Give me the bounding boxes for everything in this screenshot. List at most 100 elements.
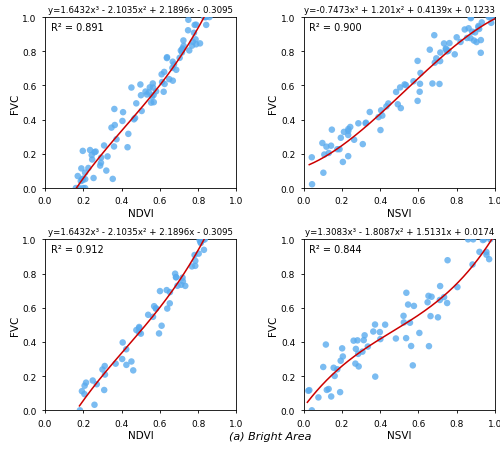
Point bbox=[110, 106, 118, 113]
Point bbox=[112, 360, 120, 368]
Point bbox=[135, 329, 143, 336]
Point bbox=[394, 101, 402, 109]
Point bbox=[92, 149, 100, 156]
Point bbox=[425, 343, 433, 350]
Point bbox=[162, 287, 170, 294]
Point bbox=[130, 116, 138, 124]
Point bbox=[74, 173, 82, 180]
Point bbox=[178, 47, 186, 54]
Point bbox=[96, 163, 104, 170]
Point bbox=[428, 81, 436, 88]
Point bbox=[344, 153, 352, 161]
Point bbox=[100, 143, 108, 150]
Point bbox=[308, 407, 316, 414]
Point bbox=[371, 321, 379, 328]
Point bbox=[467, 15, 475, 23]
Point bbox=[416, 89, 424, 96]
Point bbox=[90, 401, 98, 409]
Point bbox=[482, 249, 490, 256]
Point bbox=[190, 252, 198, 259]
Point bbox=[440, 41, 448, 48]
Point bbox=[97, 160, 105, 167]
X-axis label: NDVI: NDVI bbox=[128, 430, 154, 441]
Point bbox=[170, 62, 178, 69]
Point bbox=[479, 237, 487, 244]
Point bbox=[88, 152, 96, 159]
Point bbox=[414, 58, 422, 65]
Point bbox=[354, 363, 362, 370]
Point bbox=[346, 124, 354, 131]
Point bbox=[400, 319, 408, 327]
Point bbox=[464, 26, 472, 33]
Point bbox=[406, 319, 414, 327]
Point bbox=[475, 26, 483, 33]
Point bbox=[72, 185, 80, 192]
Point bbox=[322, 341, 330, 348]
Point bbox=[166, 300, 174, 307]
Point bbox=[443, 49, 451, 56]
Point bbox=[128, 358, 136, 365]
Point bbox=[199, 237, 207, 244]
Point bbox=[137, 92, 145, 100]
Point bbox=[104, 153, 112, 161]
Point bbox=[382, 104, 390, 111]
Point bbox=[192, 37, 200, 44]
Point bbox=[330, 364, 338, 372]
Point bbox=[145, 90, 153, 97]
Point bbox=[364, 343, 372, 350]
Point bbox=[101, 371, 109, 378]
Point bbox=[416, 81, 424, 88]
Point bbox=[137, 330, 145, 337]
Point bbox=[188, 43, 196, 50]
Point bbox=[149, 81, 157, 88]
Point bbox=[98, 366, 106, 373]
Point bbox=[440, 294, 448, 301]
Point bbox=[150, 303, 158, 310]
Point bbox=[336, 146, 344, 153]
Point bbox=[132, 327, 140, 334]
Point bbox=[436, 58, 444, 65]
X-axis label: NSVI: NSVI bbox=[387, 430, 411, 441]
Point bbox=[324, 150, 332, 157]
Point bbox=[200, 247, 208, 254]
Point bbox=[487, 20, 495, 28]
Point bbox=[463, 35, 471, 42]
Point bbox=[202, 14, 209, 22]
Point bbox=[78, 388, 86, 395]
Point bbox=[344, 126, 352, 133]
Point bbox=[108, 176, 116, 183]
Point bbox=[108, 125, 116, 132]
Point bbox=[452, 35, 460, 42]
Point bbox=[155, 330, 163, 337]
Point bbox=[84, 165, 92, 172]
Point bbox=[142, 89, 150, 96]
Point bbox=[177, 281, 185, 289]
Point bbox=[192, 22, 200, 29]
Point bbox=[192, 258, 200, 265]
Point bbox=[450, 51, 458, 59]
Point bbox=[444, 48, 452, 55]
Point bbox=[110, 143, 118, 151]
Point bbox=[112, 136, 120, 143]
Point bbox=[476, 249, 484, 256]
Point bbox=[350, 337, 358, 345]
Point bbox=[320, 170, 328, 177]
Point bbox=[407, 343, 415, 350]
Point bbox=[186, 48, 194, 55]
Point bbox=[402, 290, 410, 297]
Point bbox=[400, 313, 407, 320]
Point bbox=[129, 367, 137, 374]
Point bbox=[179, 278, 187, 285]
Point bbox=[377, 107, 385, 115]
Point bbox=[168, 65, 176, 72]
Point bbox=[160, 81, 168, 88]
X-axis label: NSVI: NSVI bbox=[387, 209, 411, 219]
Text: R² = 0.912: R² = 0.912 bbox=[50, 245, 104, 255]
Point bbox=[81, 176, 89, 184]
Point bbox=[324, 386, 332, 393]
Point bbox=[469, 236, 477, 244]
Point bbox=[371, 373, 379, 380]
Point bbox=[477, 50, 485, 57]
Point bbox=[124, 131, 132, 138]
Point bbox=[88, 156, 96, 164]
